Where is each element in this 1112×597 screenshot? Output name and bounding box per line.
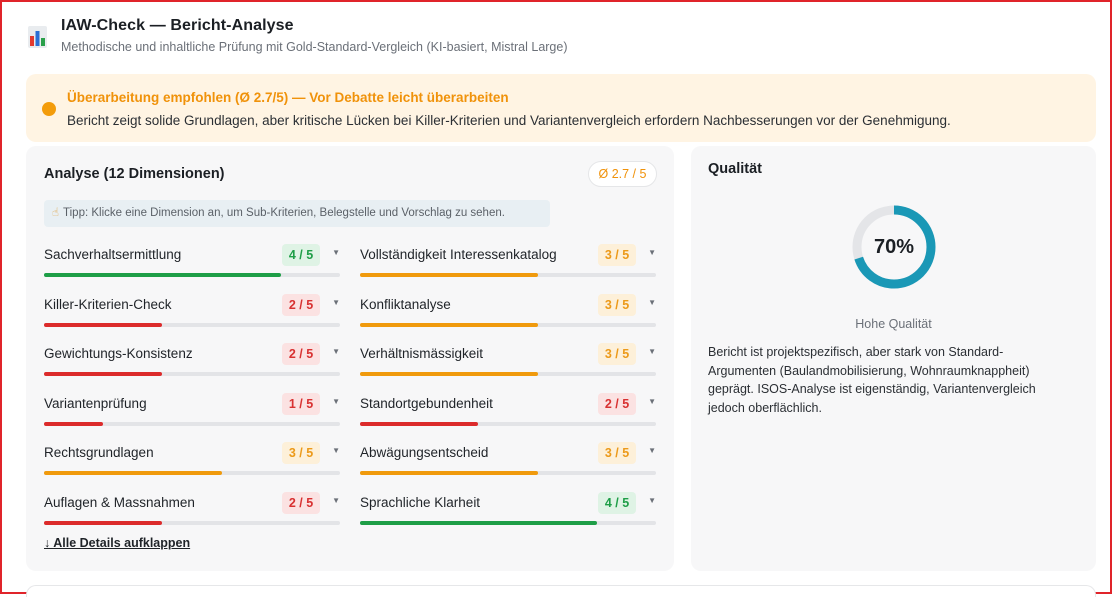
quality-ring-fill (852, 205, 936, 289)
dimension-score-badge: 3 / 5 (598, 244, 636, 266)
dimension-row[interactable]: Verhältnismässigkeit 3 / 5 ▼ (360, 343, 656, 391)
recommendation-banner: Überarbeitung empfohlen (Ø 2.7/5) — Vor … (26, 74, 1096, 142)
banner-title: Überarbeitung empfohlen (Ø 2.7/5) — Vor … (67, 90, 509, 105)
dimension-score-badge: 2 / 5 (282, 293, 320, 316)
dimension-row[interactable]: Rechtsgrundlagen 3 / 5 ▼ (44, 442, 340, 490)
chevron-down-icon[interactable]: ▼ (648, 446, 656, 456)
dimension-name: Standortgebundenheit (360, 395, 493, 411)
dimension-name: Variantenprüfung (44, 395, 147, 411)
chevron-down-icon[interactable]: ▼ (648, 347, 656, 357)
score-bar-track (360, 471, 656, 476)
dimension-row[interactable]: Gewichtungs-Konsistenz 2 / 5 ▼ (44, 343, 340, 391)
dimension-name: Verhältnismässigkeit (360, 346, 484, 362)
chevron-down-icon[interactable]: ▼ (332, 396, 340, 406)
dimension-score-badge: 3 / 5 (282, 442, 320, 465)
dimension-name: Abwägungsentscheid (360, 445, 489, 461)
pointing-hand-icon: ☝ (52, 207, 60, 219)
chevron-down-icon[interactable]: ▼ (332, 248, 340, 257)
page-title: IAW-Check — Bericht-Analyse (61, 17, 294, 34)
score-bar-track (360, 521, 656, 525)
tip-text: Tipp: Klicke eine Dimension an, um Sub-K… (63, 207, 505, 219)
score-bar-track (360, 421, 656, 426)
dimension-score-badge: 2 / 5 (598, 392, 636, 415)
dimension-row[interactable]: Sachverhaltsermittlung 4 / 5 ▼ (44, 244, 340, 292)
dimension-score-badge: 3 / 5 (598, 442, 636, 465)
warning-dot-icon (42, 102, 56, 116)
tip-box: ☝ Tipp: Klicke eine Dimension an, um Sub-… (44, 200, 550, 227)
page-subtitle: Methodische und inhaltliche Prüfung mit … (61, 40, 568, 54)
average-score-badge: Ø 2.7 / 5 (588, 161, 657, 187)
score-bar-fill (360, 322, 538, 327)
dimension-row[interactable]: Variantenprüfung 1 / 5 ▼ (44, 392, 340, 441)
dimension-row[interactable]: Killer-Kriterien-Check 2 / 5 ▼ (44, 293, 340, 342)
chevron-down-icon[interactable]: ▼ (332, 297, 340, 307)
dimension-score-badge: 3 / 5 (598, 343, 636, 366)
score-bar-fill (360, 521, 597, 525)
banner-text: Bericht zeigt solide Grundlagen, aber kr… (67, 113, 951, 128)
score-bar-track (360, 322, 656, 327)
dimension-row[interactable]: Standortgebundenheit 2 / 5 ▼ (360, 392, 656, 441)
chevron-down-icon[interactable]: ▼ (648, 496, 656, 505)
analysis-card: Analyse (12 Dimensionen) Ø 2.7 / 5 ☝ Tipp… (26, 146, 674, 571)
dimension-row[interactable]: Vollständigkeit Interessenkatalog 3 / 5 ▼ (360, 244, 656, 292)
dimension-name: Konfliktanalyse (360, 296, 451, 312)
quality-ring (852, 205, 936, 289)
quality-percent: 70% (873, 236, 915, 258)
dimension-score-badge: 1 / 5 (282, 392, 320, 415)
quality-level: Hohe Qualität (855, 317, 932, 331)
quality-title: Qualität (708, 161, 762, 177)
chevron-down-icon[interactable]: ▼ (332, 446, 340, 456)
page-header: IAW-Check — Bericht-Analyse Methodische … (26, 16, 1086, 60)
score-bar-track (44, 372, 340, 377)
score-bar-track (44, 322, 340, 327)
chevron-down-icon[interactable]: ▼ (648, 248, 656, 257)
dimension-name: Vollständigkeit Interessenkatalog (360, 247, 557, 262)
quality-card: Qualität 70% Hohe Qualität Bericht ist p… (691, 146, 1096, 571)
chevron-down-icon[interactable]: ▼ (648, 297, 656, 307)
score-bar-track (44, 471, 340, 476)
dimension-score-badge: 3 / 5 (598, 293, 636, 316)
dimension-row[interactable]: Sprachliche Klarheit 4 / 5 ▼ (360, 492, 656, 540)
chevron-down-icon[interactable]: ▼ (332, 496, 340, 505)
dimension-name: Gewichtungs-Konsistenz (44, 346, 193, 362)
score-bar-fill (44, 471, 222, 476)
analysis-title: Analyse (12 Dimensionen) (44, 166, 225, 182)
dimension-name: Auflagen & Massnahmen (44, 495, 195, 510)
score-bar-track (360, 273, 656, 277)
score-bar-fill (360, 421, 479, 426)
dimension-name: Sachverhaltsermittlung (44, 247, 182, 262)
score-bar-fill (44, 273, 281, 277)
score-bar-fill (44, 421, 104, 426)
score-bar-track (360, 372, 656, 377)
chevron-down-icon[interactable]: ▼ (332, 347, 340, 357)
dimension-row[interactable]: Abwägungsentscheid 3 / 5 ▼ (360, 442, 656, 490)
dimension-score-badge: 2 / 5 (282, 343, 320, 366)
dimension-name: Killer-Kriterien-Check (44, 296, 172, 312)
score-bar-fill (44, 521, 163, 525)
bar-chart-icon (28, 26, 47, 48)
dimension-score-badge: 2 / 5 (282, 492, 320, 514)
dimension-score-badge: 4 / 5 (282, 244, 320, 266)
quality-description: Bericht ist projektspezifisch, aber star… (708, 345, 1036, 415)
score-bar-track (44, 521, 340, 525)
score-bar-fill (360, 273, 538, 277)
dimension-row[interactable]: Konfliktanalyse 3 / 5 ▼ (360, 293, 656, 342)
score-bar-fill (360, 372, 538, 377)
dimension-name: Sprachliche Klarheit (360, 495, 481, 510)
next-card-edge (26, 585, 1096, 597)
score-bar-track (44, 421, 340, 426)
expand-all-link[interactable]: ↓ Alle Details aufklappen (44, 536, 191, 550)
chevron-down-icon[interactable]: ▼ (648, 396, 656, 406)
score-bar-fill (44, 372, 163, 377)
score-bar-fill (44, 322, 163, 327)
score-bar-track (44, 273, 340, 277)
dimension-name: Rechtsgrundlagen (44, 445, 154, 461)
dimension-score-badge: 4 / 5 (598, 492, 636, 514)
dimension-row[interactable]: Auflagen & Massnahmen 2 / 5 ▼ (44, 492, 340, 540)
score-bar-fill (360, 471, 538, 476)
